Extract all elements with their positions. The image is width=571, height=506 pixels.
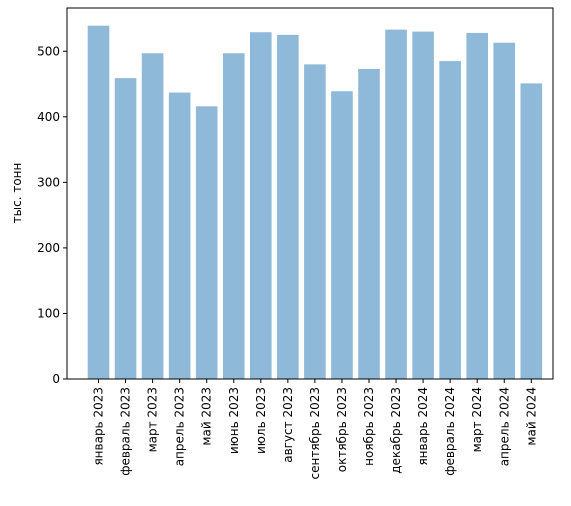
bar-8 xyxy=(277,34,299,380)
bar-17 xyxy=(520,83,543,379)
bar-12 xyxy=(385,29,407,379)
bar-9 xyxy=(304,64,326,380)
y-tick-label: 500 xyxy=(37,44,60,58)
bar-11 xyxy=(358,68,380,380)
x-tick-label: январь 2024 xyxy=(416,387,430,466)
x-tick-label: январь 2023 xyxy=(92,387,106,466)
bar-1 xyxy=(87,25,110,379)
x-tick-label: август 2023 xyxy=(281,387,295,463)
x-tick-label: июль 2023 xyxy=(254,387,268,454)
x-tick-label: март 2023 xyxy=(146,387,160,452)
y-tick-label: 400 xyxy=(37,110,60,124)
y-tick-label: 200 xyxy=(37,241,60,255)
y-axis-ticks: 0 100 200 300 400 500 xyxy=(37,44,67,386)
bar-13 xyxy=(412,31,434,379)
bar-2 xyxy=(114,78,137,379)
bars-group xyxy=(87,25,543,380)
x-tick-label: май 2023 xyxy=(200,387,214,446)
bar-7 xyxy=(250,32,272,379)
x-tick-label: апрель 2024 xyxy=(497,387,511,466)
x-tick-label: сентябрь 2023 xyxy=(308,387,322,479)
bar-10 xyxy=(331,91,353,379)
y-tick-label: 300 xyxy=(37,175,60,189)
x-tick-label: февраль 2024 xyxy=(443,387,457,476)
y-tick-label: 0 xyxy=(52,372,60,386)
bar-4 xyxy=(168,92,191,379)
bar-14 xyxy=(439,61,461,380)
x-tick-label: июнь 2023 xyxy=(227,387,241,454)
x-tick-label: декабрь 2023 xyxy=(389,387,403,474)
bar-5 xyxy=(195,106,218,379)
y-tick-label: 100 xyxy=(37,306,60,320)
bar-16 xyxy=(493,42,516,380)
bar-6 xyxy=(222,53,245,379)
bar-15 xyxy=(466,32,488,379)
x-tick-label: май 2024 xyxy=(524,387,538,446)
y-axis-label: тыс. тонн xyxy=(10,163,24,224)
plot-frame xyxy=(66,7,554,380)
x-axis-ticks: январь 2023 февраль 2023 март 2023 апрель 2… xyxy=(92,379,538,479)
x-tick-label: февраль 2023 xyxy=(119,387,133,476)
x-tick-label: апрель 2023 xyxy=(173,387,187,466)
x-tick-label: ноябрь 2023 xyxy=(362,387,376,466)
bar-3 xyxy=(141,53,164,379)
x-tick-label: март 2024 xyxy=(470,387,484,452)
x-tick-label: октябрь 2023 xyxy=(335,387,349,472)
